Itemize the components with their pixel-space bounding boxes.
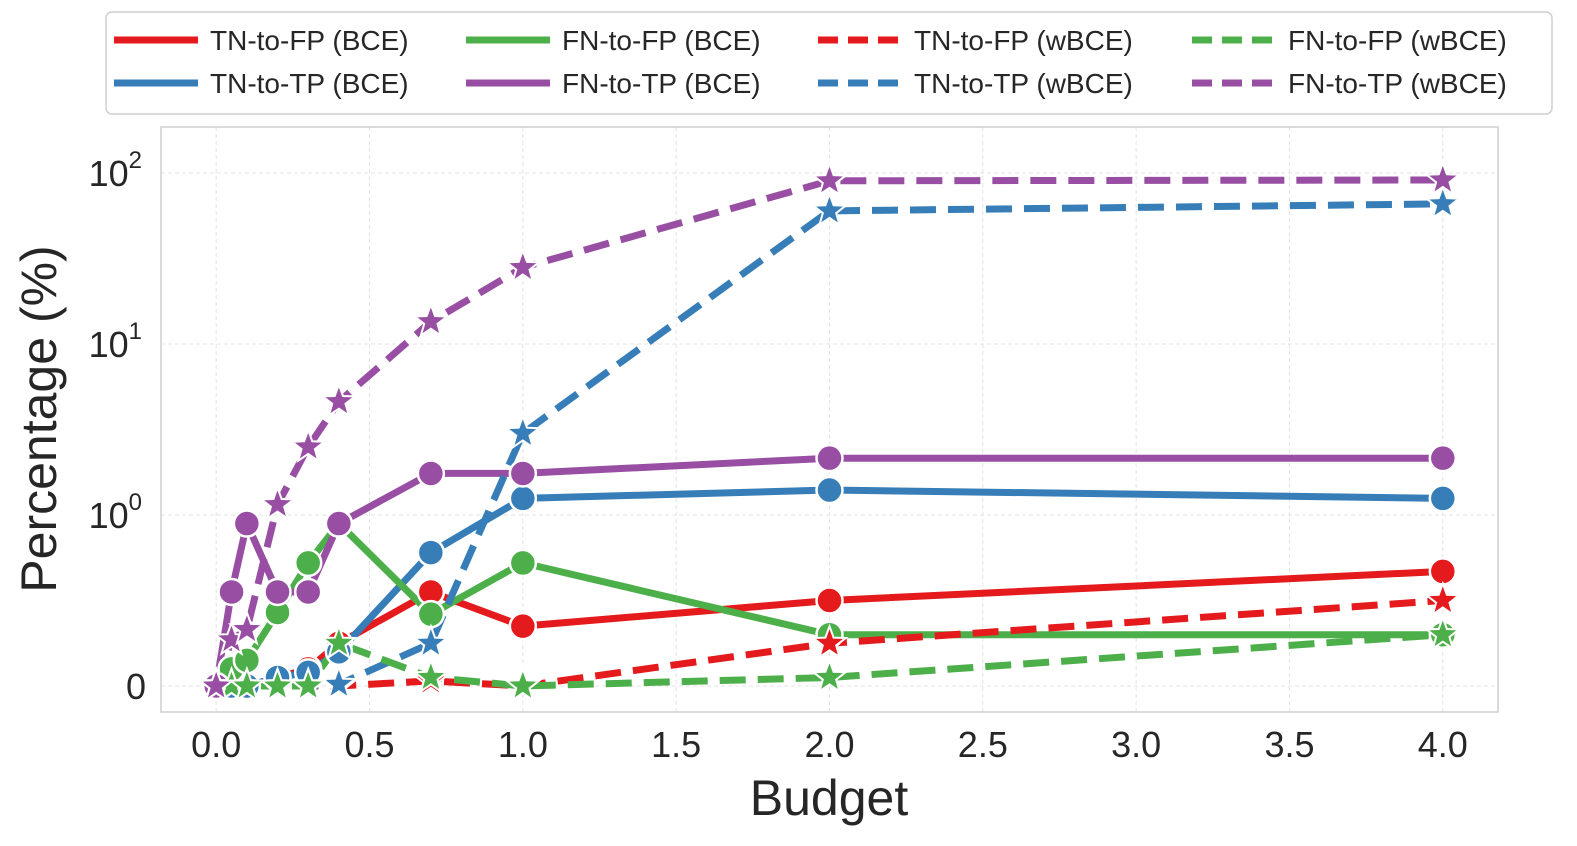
y-axis-ticks: 0 100 101 102: [89, 147, 146, 707]
circle-marker: [324, 509, 354, 538]
star-marker: [810, 190, 849, 228]
legend-label: TN-to-FP (BCE): [210, 25, 409, 56]
legend-label: FN-to-FP (wBCE): [1288, 25, 1507, 56]
circle-marker: [416, 459, 446, 488]
legend-label: FN-to-TP (wBCE): [1288, 68, 1507, 99]
circle-marker: [1428, 484, 1458, 513]
star-marker: [227, 666, 266, 703]
series-markers: [197, 160, 1462, 703]
star-marker: [289, 666, 328, 703]
x-tick-label: 1.0: [498, 724, 548, 765]
circle-marker: [508, 459, 538, 488]
star-marker: [319, 623, 358, 660]
circle-marker: [1428, 443, 1458, 473]
star-marker: [1423, 160, 1462, 197]
legend-label: FN-to-TP (BCE): [562, 68, 761, 99]
y-tick-label: 100: [89, 489, 142, 536]
circle-marker: [232, 509, 262, 538]
star-marker: [1423, 580, 1462, 617]
y-tick-label: 0: [126, 666, 146, 707]
circle-marker: [416, 599, 446, 629]
circle-marker: [293, 548, 323, 578]
legend-label: TN-to-FP (wBCE): [914, 25, 1133, 56]
star-marker: [411, 623, 450, 660]
circle-marker: [263, 577, 292, 607]
star-marker: [197, 666, 236, 703]
circle-marker: [1428, 557, 1458, 586]
star-marker: [1423, 183, 1462, 220]
star-marker: [411, 657, 450, 694]
x-tick-label: 2.0: [804, 724, 854, 765]
star-marker: [503, 666, 542, 703]
star-marker: [227, 609, 266, 646]
star-marker: [503, 413, 542, 450]
legend-label: TN-to-TP (BCE): [210, 68, 409, 99]
x-tick-label: 3.5: [1264, 724, 1314, 765]
circle-marker: [293, 577, 323, 607]
star-marker: [411, 301, 450, 338]
circle-marker: [508, 548, 538, 578]
x-tick-label: 0.0: [191, 724, 241, 765]
star-marker: [810, 623, 849, 660]
star-marker: [258, 484, 297, 521]
x-tick-label: 4.0: [1418, 724, 1468, 765]
x-tick-label: 0.5: [344, 724, 394, 765]
plot-frame: [160, 126, 1499, 713]
y-tick-label: 102: [89, 147, 142, 194]
y-axis-title: Percentage (%): [11, 245, 67, 592]
circle-marker: [416, 538, 446, 567]
star-marker: [258, 666, 297, 703]
circle-marker: [217, 577, 246, 607]
legend: TN-to-FP (BCE) FN-to-FP (BCE) TN-to-FP (wB…: [105, 11, 1553, 115]
circle-marker: [815, 443, 844, 473]
star-marker: [1423, 614, 1462, 651]
star-marker: [319, 381, 358, 418]
y-tick-label: 101: [89, 318, 142, 365]
x-tick-label: 3.0: [1111, 724, 1161, 765]
circle-marker: [815, 475, 844, 505]
circle-marker: [508, 484, 538, 513]
star-marker: [503, 247, 542, 284]
x-tick-label: 2.5: [958, 724, 1008, 765]
x-tick-label: 1.5: [651, 724, 701, 765]
legend-label: TN-to-TP (wBCE): [914, 68, 1133, 99]
star-marker: [810, 657, 849, 694]
star-marker: [810, 160, 849, 197]
legend-label: FN-to-FP (BCE): [562, 25, 761, 56]
circle-marker: [508, 611, 538, 641]
x-axis-title: Budget: [750, 770, 909, 826]
star-marker: [289, 427, 328, 464]
circle-marker: [815, 586, 844, 615]
star-marker: [319, 664, 358, 701]
series-line: [212, 454, 1443, 687]
x-axis-ticks: 0.0 0.5 1.0 1.5 2.0 2.5 3.0 3.5 4.0: [191, 724, 1468, 765]
